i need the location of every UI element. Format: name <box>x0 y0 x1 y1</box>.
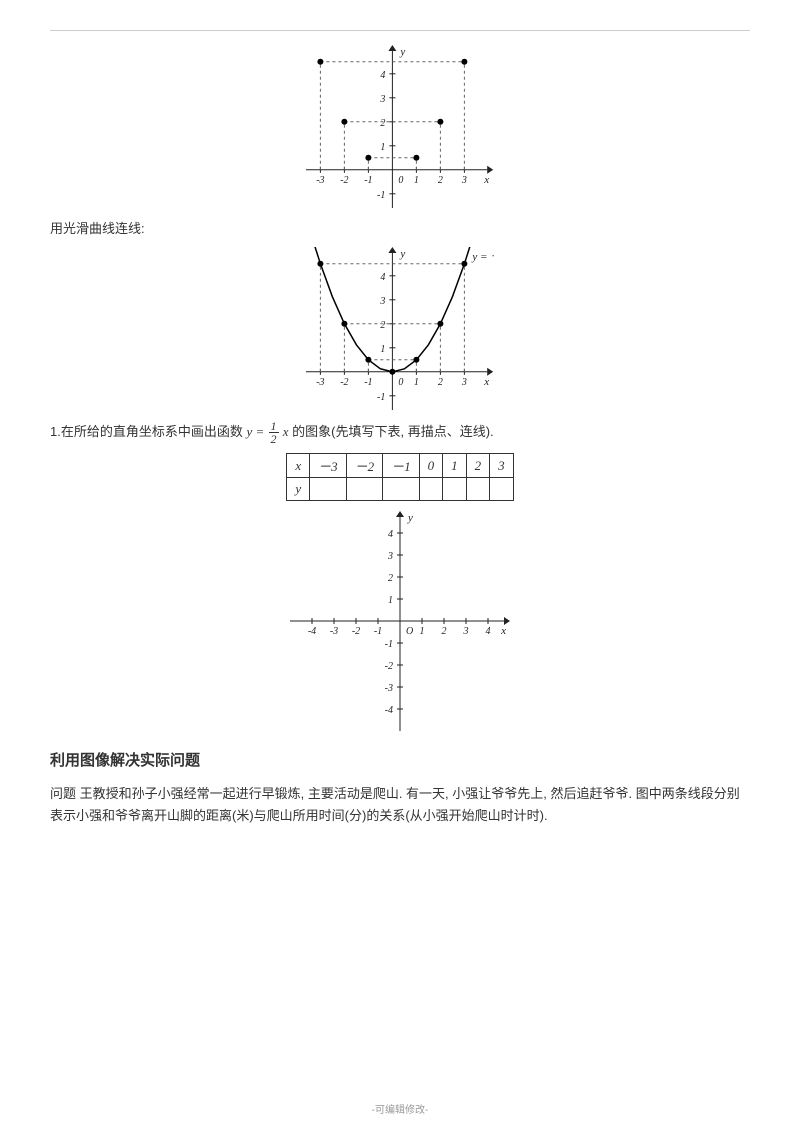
q1-prefix: 1.在所给的直角坐标系中画出函数 <box>50 424 246 439</box>
svg-text:3: 3 <box>461 175 467 186</box>
svg-text:O: O <box>406 626 413 637</box>
svg-text:3: 3 <box>380 94 386 105</box>
svg-text:1: 1 <box>381 344 386 355</box>
svg-text:1: 1 <box>414 377 419 388</box>
q1-eq-var: x <box>280 424 289 439</box>
svg-text:2: 2 <box>381 320 386 331</box>
svg-text:x: x <box>500 625 506 637</box>
svg-text:4: 4 <box>381 70 386 81</box>
svg-text:2: 2 <box>388 573 393 584</box>
section2-text: 问题 王教授和孙子小强经常一起进行早锻炼, 主要活动是爬山. 有一天, 小强让爷… <box>50 783 750 827</box>
svg-text:3: 3 <box>461 377 467 388</box>
svg-text:0: 0 <box>399 377 404 388</box>
svg-text:-2: -2 <box>341 175 349 186</box>
svg-text:3: 3 <box>380 296 386 307</box>
svg-text:-1: -1 <box>365 175 373 186</box>
q1-fraction: 12 <box>269 420 279 445</box>
chart2-svg: -3-2-1123-11234yx0y = 12 x2 <box>306 247 493 410</box>
svg-text:x: x <box>484 376 490 388</box>
svg-text:-2: -2 <box>352 626 360 637</box>
svg-text:2: 2 <box>438 175 443 186</box>
top-divider <box>50 30 750 31</box>
svg-text:-3: -3 <box>385 683 393 694</box>
th-x: x <box>287 454 310 478</box>
chart2-holder: -3-2-1123-11234yx0y = 12 x2 <box>50 247 750 410</box>
svg-text:1: 1 <box>420 626 425 637</box>
table-row: x －3 －2 －1 0 1 2 3 <box>287 454 513 478</box>
question1-line: 1.在所给的直角坐标系中画出函数 y = 12 x 的图象(先填写下表, 再描点… <box>50 420 750 445</box>
svg-text:-1: -1 <box>377 392 385 403</box>
th-y: y <box>287 478 310 501</box>
page-footer: -可编辑修改- <box>0 1101 800 1116</box>
svg-text:-1: -1 <box>377 190 385 201</box>
chart1-holder: -3 -2 -1 1 2 3 -1 1 2 3 4 y x 0 <box>50 45 750 208</box>
q1-suffix: 的图象(先填写下表, 再描点、连线). <box>292 424 494 439</box>
smooth-curve-caption: 用光滑曲线连线: <box>50 218 750 237</box>
svg-text:3: 3 <box>387 551 393 562</box>
svg-text:0: 0 <box>399 175 404 186</box>
chart3-svg: -4 -3 -2 -1 1 2 3 4 -4 -3 -2 -1 1 2 3 4 y x O <box>290 511 510 731</box>
svg-text:-1: -1 <box>365 377 373 388</box>
svg-text:y: y <box>400 46 406 58</box>
q1-table: x －3 －2 －1 0 1 2 3 y <box>286 453 513 501</box>
chart3-holder: -4 -3 -2 -1 1 2 3 4 -4 -3 -2 -1 1 2 3 4 y x O <box>50 511 750 731</box>
svg-text:2: 2 <box>381 118 386 129</box>
svg-text:-4: -4 <box>308 626 316 637</box>
q1-eq-lhs: y = <box>246 424 267 439</box>
table-row: y <box>287 478 513 501</box>
section2-heading: 利用图像解决实际问题 <box>50 749 750 770</box>
svg-text:-1: -1 <box>374 626 382 637</box>
chart1-svg: -3 -2 -1 1 2 3 -1 1 2 3 4 y x 0 <box>306 45 493 208</box>
svg-text:y: y <box>400 248 406 260</box>
svg-text:-3: -3 <box>317 377 325 388</box>
svg-text:-2: -2 <box>341 377 349 388</box>
page-root: { "captions": { "smooth_curve": "用光滑曲线连线… <box>0 0 800 1132</box>
svg-text:-3: -3 <box>317 175 325 186</box>
svg-text:4: 4 <box>381 272 386 283</box>
svg-text:-1: -1 <box>385 639 393 650</box>
svg-text:y =: y = <box>472 251 488 263</box>
svg-text:y: y <box>407 512 413 524</box>
svg-text:3: 3 <box>463 626 469 637</box>
svg-text:-3: -3 <box>330 626 338 637</box>
svg-text:4: 4 <box>486 626 491 637</box>
svg-text:x: x <box>484 174 490 186</box>
svg-text:4: 4 <box>388 529 393 540</box>
svg-text:1: 1 <box>414 175 419 186</box>
svg-text:-2: -2 <box>385 661 393 672</box>
svg-text:1: 1 <box>381 142 386 153</box>
svg-text:1: 1 <box>388 595 393 606</box>
svg-text:2: 2 <box>442 626 447 637</box>
svg-text:-4: -4 <box>385 705 393 716</box>
svg-text:2: 2 <box>438 377 443 388</box>
